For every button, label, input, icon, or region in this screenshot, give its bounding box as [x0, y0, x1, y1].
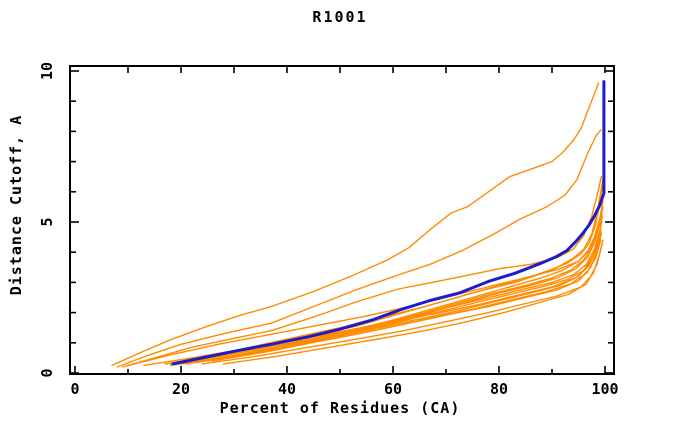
chart-title: R1001 [312, 8, 368, 26]
y-tick-label: 10 [38, 62, 56, 80]
model-curve [111, 82, 600, 367]
model-curve [201, 239, 604, 365]
x-axis-title: Percent of Residues (CA) [219, 399, 461, 417]
y-tick-label: 5 [38, 217, 56, 226]
highlight-curve [171, 80, 606, 366]
model-curve [196, 221, 603, 364]
model-curve [185, 227, 602, 365]
model-curve [116, 129, 602, 368]
model-curve [169, 215, 604, 365]
model-curve [212, 233, 602, 362]
x-tick-label: 60 [384, 380, 402, 398]
x-tick-label: 20 [172, 380, 190, 398]
model-curve [222, 242, 604, 365]
plot-frame [69, 65, 615, 375]
model-curve [206, 239, 602, 362]
x-tick-label: 100 [591, 380, 618, 398]
y-tick-label: 0 [38, 368, 56, 377]
x-tick-label: 40 [278, 380, 296, 398]
model-curve [164, 175, 605, 365]
model-curve [190, 206, 604, 364]
x-tick-label: 0 [70, 380, 79, 398]
x-tick-label: 80 [490, 380, 508, 398]
